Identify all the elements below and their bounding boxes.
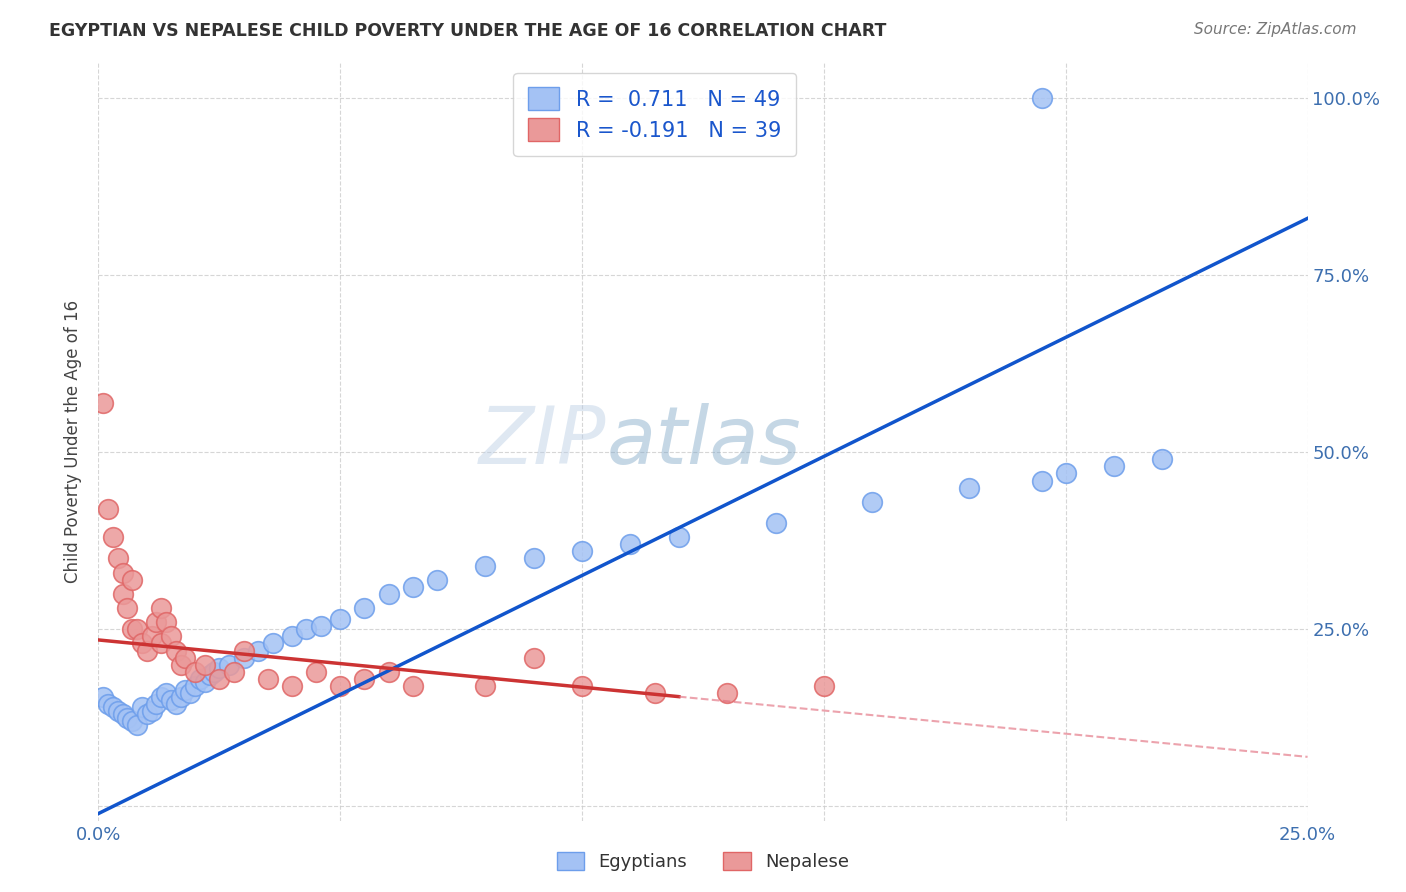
Point [523,551,546,566]
Point [174,682,197,697]
Point [150,636,173,650]
Point [101,700,124,714]
Point [135,707,157,722]
Point [150,601,173,615]
Point [131,636,153,650]
Text: atlas: atlas [606,402,801,481]
Point [179,686,201,700]
Point [523,650,546,665]
Point [117,711,139,725]
Point [198,668,221,682]
Point [426,573,449,587]
Point [160,629,183,643]
Point [121,623,143,637]
Point [309,619,332,633]
Point [1054,467,1077,481]
Point [91,395,114,409]
Point [305,665,328,679]
Point [860,495,883,509]
Point [208,661,231,675]
Point [174,650,197,665]
Point [188,672,211,686]
Point [169,657,191,672]
Point [668,530,690,544]
Point [281,679,304,693]
Point [571,679,593,693]
Point [204,665,226,679]
Point [256,672,278,686]
Point [716,686,738,700]
Point [402,580,425,594]
Point [184,665,207,679]
Point [1031,91,1053,105]
Point [1102,459,1125,474]
Point [160,693,183,707]
Point [111,566,134,580]
Point [218,657,240,672]
Point [155,615,177,630]
Point [121,714,143,729]
Point [194,657,217,672]
Point [247,643,270,657]
Point [111,587,134,601]
Text: ZIP: ZIP [479,402,606,481]
Point [1152,452,1174,467]
Legend: Egyptians, Nepalese: Egyptians, Nepalese [550,845,856,879]
Point [145,697,167,711]
Point [91,690,114,704]
Point [97,697,120,711]
Point [1031,474,1053,488]
Point [353,672,375,686]
Point [107,551,129,566]
Point [222,665,245,679]
Point [329,612,352,626]
Point [165,643,187,657]
Point [150,690,173,704]
Point [474,679,496,693]
Point [117,601,139,615]
Y-axis label: Child Poverty Under the Age of 16: Child Poverty Under the Age of 16 [65,300,83,583]
Point [474,558,496,573]
Point [127,718,149,732]
Point [377,665,399,679]
Point [571,544,593,558]
Point [262,636,284,650]
Point [329,679,352,693]
Point [145,615,167,630]
Text: EGYPTIAN VS NEPALESE CHILD POVERTY UNDER THE AGE OF 16 CORRELATION CHART: EGYPTIAN VS NEPALESE CHILD POVERTY UNDER… [49,22,887,40]
Point [232,650,254,665]
Text: Source: ZipAtlas.com: Source: ZipAtlas.com [1194,22,1357,37]
Point [135,643,157,657]
Point [281,629,304,643]
Point [295,623,318,637]
Point [184,679,207,693]
Point [131,700,153,714]
Legend: R =  0.711   N = 49, R = -0.191   N = 39: R = 0.711 N = 49, R = -0.191 N = 39 [513,73,796,156]
Point [121,573,143,587]
Point [141,629,163,643]
Point [208,672,231,686]
Point [127,623,149,637]
Point [353,601,375,615]
Point [619,537,641,551]
Point [957,481,980,495]
Point [232,643,254,657]
Point [97,501,120,516]
Point [813,679,835,693]
Point [377,587,399,601]
Point [765,516,787,530]
Point [169,690,191,704]
Point [111,707,134,722]
Point [194,675,217,690]
Point [107,704,129,718]
Point [101,530,124,544]
Point [644,686,666,700]
Point [165,697,187,711]
Point [402,679,425,693]
Point [141,704,163,718]
Point [155,686,177,700]
